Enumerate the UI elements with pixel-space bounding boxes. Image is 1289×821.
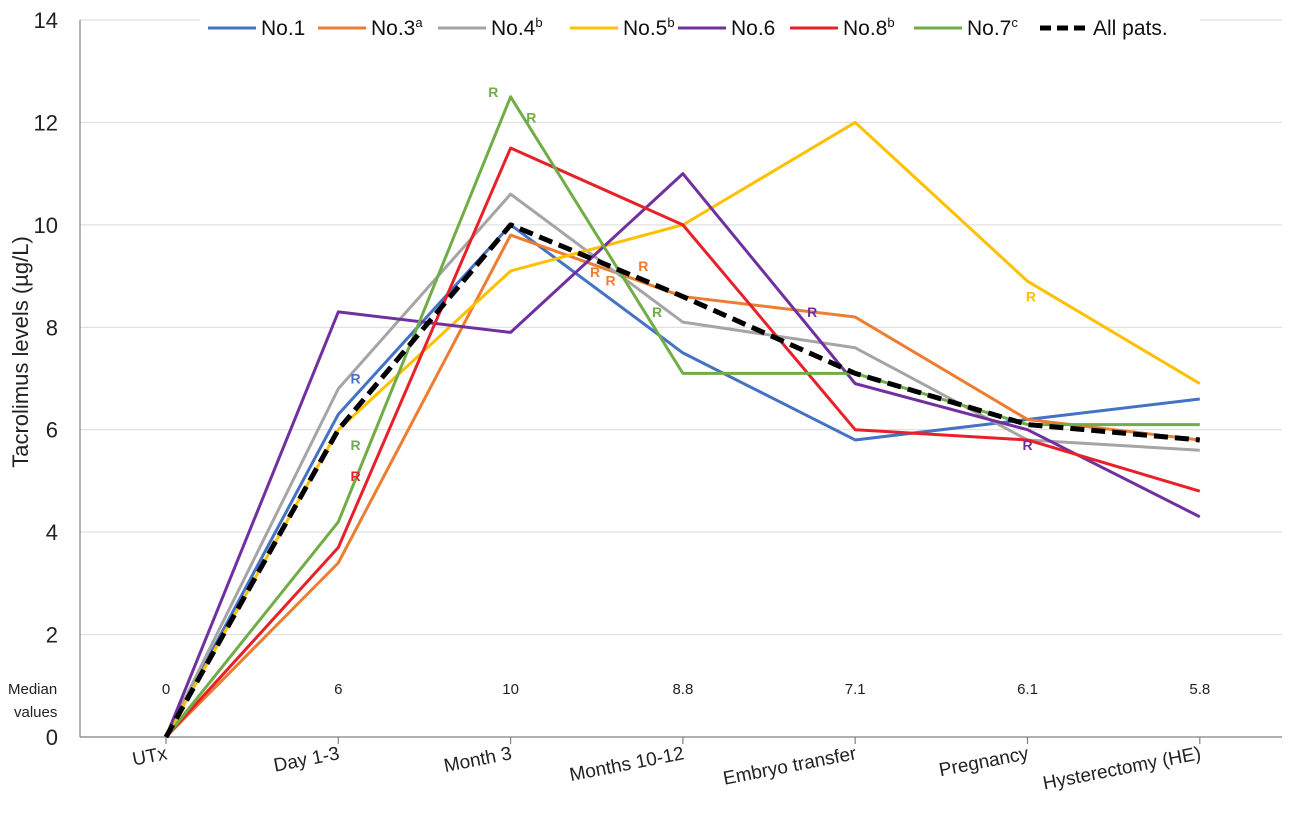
x-axis-tick-marks <box>165 737 1201 744</box>
r-annotation: R <box>638 258 648 274</box>
legend-superscript: c <box>1011 15 1018 30</box>
r-annotation: R <box>590 264 600 280</box>
y-tick-label: 14 <box>34 8 58 33</box>
y-tick-label: 8 <box>46 315 58 340</box>
median-values: 0 6 10 8.8 7.1 6.1 5.8 <box>162 681 1210 698</box>
median-value: 5.8 <box>1189 681 1210 698</box>
r-annotation: R <box>350 371 360 387</box>
median-label-line1: Median <box>8 681 57 698</box>
legend-label: No.8b <box>843 15 895 40</box>
median-value: 8.8 <box>672 681 693 698</box>
y-tick-label: 12 <box>34 110 58 135</box>
legend-label: No.1 <box>261 17 305 40</box>
legend-label: No.5b <box>623 15 675 40</box>
median-value: 6 <box>334 681 342 698</box>
legend-series-name: No.4 <box>491 17 536 40</box>
series-line-no-8 <box>164 146 1201 739</box>
r-annotation: R <box>807 304 817 320</box>
y-tick-label: 2 <box>46 623 58 648</box>
legend-series-name: No.1 <box>261 17 305 40</box>
median-value: 0 <box>162 681 170 698</box>
legend-series-name: No.7 <box>967 17 1011 40</box>
y-axis-ticks: 0 2 4 6 8 10 12 14 <box>34 8 58 750</box>
legend: No.1 No.3a No.4b No.5b No.6 No.8b No.7c All pat… <box>200 6 1200 42</box>
median-label-line2: values <box>14 704 57 721</box>
x-category-label: Embryo transfer <box>721 743 858 790</box>
series-line-no-6 <box>164 172 1201 738</box>
legend-series-name: No.6 <box>731 17 775 40</box>
legend-series-name: All pats. <box>1093 17 1168 40</box>
series-line-no-7 <box>164 95 1200 738</box>
legend-superscript: b <box>887 15 894 30</box>
y-tick-label: 10 <box>34 213 58 238</box>
r-annotation: R <box>652 304 662 320</box>
legend-superscript: b <box>667 15 674 30</box>
legend-background <box>200 6 1200 42</box>
r-annotation: R <box>605 272 615 288</box>
x-category-label: UTx <box>131 743 170 770</box>
y-axis-label: Tacrolimus levels (µg/L) <box>8 236 33 468</box>
r-annotation: R <box>1022 437 1032 453</box>
x-category-label: Day 1-3 <box>272 743 341 776</box>
legend-label: No.6 <box>731 17 775 40</box>
r-annotation: R <box>350 437 360 453</box>
y-tick-label: 0 <box>46 725 58 750</box>
r-annotation: R <box>350 468 360 484</box>
x-category-label: Months 10-12 <box>568 743 686 786</box>
legend-label: No.3a <box>371 15 423 40</box>
series-lines <box>163 95 1201 739</box>
y-tick-label: 4 <box>46 520 58 545</box>
x-category-label: Month 3 <box>442 743 513 777</box>
r-annotation: R <box>488 84 498 100</box>
x-category-label: Pregnancy <box>937 743 1031 781</box>
legend-label: All pats. <box>1093 17 1168 40</box>
legend-series-name: No.3 <box>371 17 415 40</box>
x-category-label: Hysterectomy (HE) <box>1041 743 1203 794</box>
legend-label: No.4b <box>491 15 543 40</box>
median-value: 7.1 <box>845 681 866 698</box>
series-line-no-4 <box>164 192 1200 738</box>
legend-label: No.7c <box>967 15 1018 40</box>
series-line-all-pats- <box>163 222 1201 739</box>
legend-superscript: a <box>415 15 423 30</box>
legend-series-name: No.8 <box>843 17 887 40</box>
y-tick-label: 6 <box>46 418 58 443</box>
x-category-labels: UTx Day 1-3 Month 3 Months 10-12 Embryo tran… <box>131 743 1203 794</box>
series-line-no-3 <box>164 233 1200 739</box>
legend-superscript: b <box>535 15 542 30</box>
series-line-no-1 <box>164 223 1200 738</box>
gridlines <box>80 19 1282 636</box>
median-value: 6.1 <box>1017 681 1038 698</box>
median-value: 10 <box>502 681 519 698</box>
r-annotation: R <box>526 109 536 125</box>
r-annotation: R <box>1026 289 1036 305</box>
legend-series-name: No.5 <box>623 17 667 40</box>
